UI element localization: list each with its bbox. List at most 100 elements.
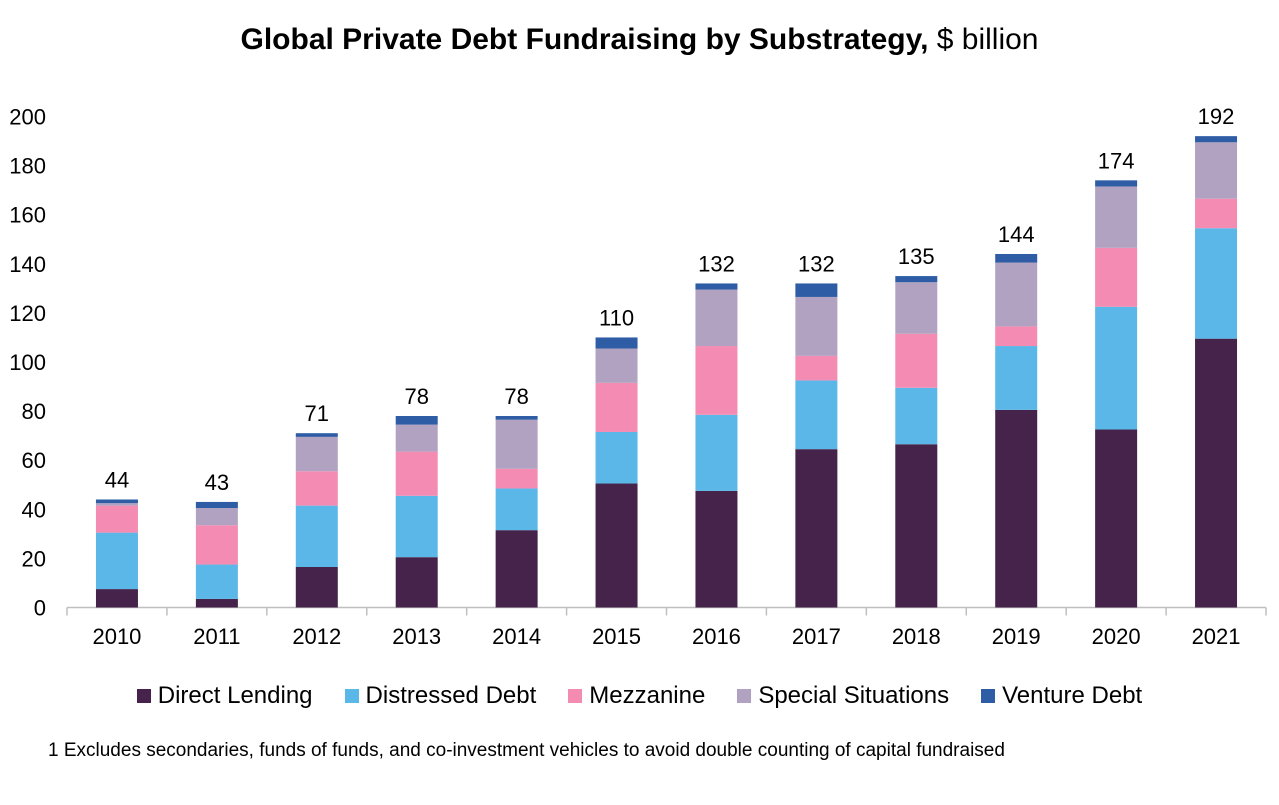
bar-segment (995, 253, 1038, 263)
bar-segment (995, 262, 1038, 327)
bar-segment (195, 564, 238, 599)
bar-segment (1095, 180, 1138, 187)
bar-segment (495, 468, 538, 489)
legend-swatch (568, 689, 583, 703)
x-tick-label: 2020 (1092, 624, 1141, 649)
chart-title-main: Global Private Debt Fundraising by Subst… (240, 23, 929, 56)
legend-item: Venture Debt (981, 682, 1142, 710)
bar-segment (795, 355, 838, 381)
bar-segment (1095, 306, 1138, 430)
bar-segment (495, 530, 538, 608)
x-tick-label: 2014 (492, 624, 541, 649)
total-label: 44 (105, 467, 129, 492)
legend-swatch (981, 689, 996, 703)
total-label: 71 (305, 401, 329, 426)
y-tick-label: 160 (9, 203, 46, 228)
x-tick-label: 2018 (892, 624, 941, 649)
legend-item: Direct Lending (136, 682, 313, 710)
bar-segment (95, 589, 138, 608)
legend-item: Special Situations (737, 682, 949, 710)
total-label: 144 (998, 222, 1035, 247)
bar-segment (1095, 186, 1138, 248)
y-tick-label: 40 (22, 497, 46, 522)
bar-segment (595, 348, 638, 383)
bar-segment (595, 337, 638, 349)
legend-label: Distressed Debt (365, 682, 537, 709)
bar-segment (695, 490, 738, 608)
y-tick-label: 120 (9, 301, 46, 326)
bar-segment (295, 436, 338, 472)
bar-segment (1095, 247, 1138, 307)
bar-segment (695, 346, 738, 415)
bar-segment (795, 283, 838, 297)
legend-label: Venture Debt (1002, 682, 1143, 709)
x-tick-label: 2021 (1192, 624, 1241, 649)
bar-segment (595, 382, 638, 432)
bar-segment (895, 276, 938, 283)
footnote: 1 Excludes secondaries, funds of funds, … (48, 740, 1005, 761)
y-axis: 0 20 40 60 80 100 120 140 160 180 200 (9, 105, 46, 621)
x-tick-label: 2012 (292, 624, 341, 649)
bar-segment (595, 431, 638, 484)
bar-segment (895, 444, 938, 608)
bar-segment (195, 525, 238, 565)
legend: Direct Lending Distressed Debt Mezzanine Sp… (0, 682, 1279, 710)
x-tick-label: 2010 (92, 624, 141, 649)
total-labels: 44 43 71 78 78 110 132 132 135 144 174 192 (105, 104, 1235, 495)
bar-segment (295, 471, 338, 506)
total-label: 43 (205, 470, 229, 495)
legend-label: Direct Lending (157, 682, 313, 709)
x-tick-label: 2015 (592, 624, 641, 649)
bar-segment (395, 557, 438, 608)
bar-segment (1195, 198, 1238, 229)
total-label: 110 (599, 305, 634, 330)
bar-segment (195, 501, 238, 509)
bar-segment (1095, 429, 1138, 608)
total-label: 78 (404, 384, 428, 409)
bar-segment (95, 503, 138, 506)
bar-segment (395, 416, 438, 425)
bar-segment (195, 508, 238, 526)
legend-swatch (344, 689, 359, 703)
y-tick-label: 60 (22, 448, 46, 473)
bar-segment (1195, 228, 1238, 339)
chart-title: Global Private Debt Fundraising by Subst… (0, 20, 1279, 60)
bar-segment (895, 333, 938, 388)
x-tick-label: 2017 (792, 624, 841, 649)
bar-segment (195, 598, 238, 608)
legend-swatch (737, 689, 752, 703)
bar-segment (1195, 338, 1238, 608)
bar-segment (295, 566, 338, 608)
bar-segment (695, 289, 738, 347)
bar-segment (95, 505, 138, 533)
bar-segment (95, 499, 138, 504)
bar-segment (395, 424, 438, 452)
bar-segment (395, 495, 438, 558)
bar-segment (995, 326, 1038, 347)
x-axis: 2010 2011 2012 2013 2014 2015 2016 2017 2018 2019… (66, 607, 1267, 649)
x-tick-label: 2013 (392, 624, 441, 649)
legend-item: Distressed Debt (344, 682, 537, 710)
chart-title-unit: $ billion (928, 23, 1039, 56)
bar-segment (1195, 136, 1238, 143)
bar-segment (795, 296, 838, 356)
legend-swatch (136, 689, 151, 703)
bar-segment (995, 346, 1038, 410)
total-label: 174 (1098, 148, 1135, 173)
total-label: 78 (504, 384, 528, 409)
bar-segment (495, 488, 538, 531)
total-label: 135 (898, 244, 935, 269)
bar-segment (795, 380, 838, 450)
y-tick-label: 20 (22, 546, 46, 571)
x-tick-label: 2016 (692, 624, 741, 649)
bar-segment (895, 282, 938, 334)
bar-segment (395, 451, 438, 496)
bar-segment (795, 449, 838, 608)
bars (95, 136, 1238, 608)
bar-segment (495, 416, 538, 420)
y-tick-label: 100 (9, 350, 46, 375)
x-tick-label: 2011 (193, 624, 240, 649)
total-label: 132 (798, 251, 835, 276)
legend-label: Special Situations (758, 682, 950, 709)
